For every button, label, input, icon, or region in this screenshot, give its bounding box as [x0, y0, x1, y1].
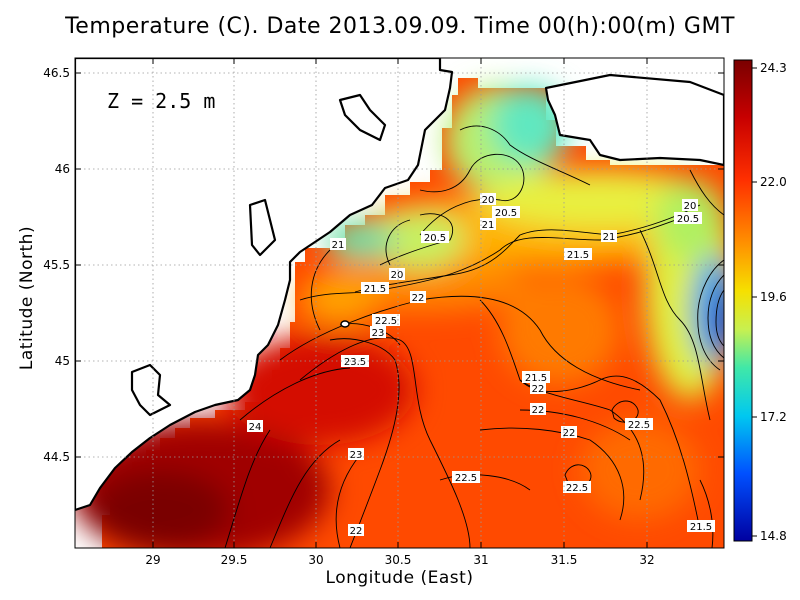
- contour-label: 23: [350, 450, 363, 461]
- axis-ticks: [75, 58, 724, 548]
- contour-label: 23: [372, 328, 385, 339]
- y-tick-label: 44.5: [43, 450, 70, 464]
- contour-label: 20: [684, 201, 697, 212]
- contour-label-bg: [674, 212, 702, 224]
- colorbar-label: 17.2: [760, 410, 787, 424]
- contour-label-bg: [361, 282, 389, 294]
- x-tick-labels: 29 29.5 30 30.5 31 31.5 32: [145, 553, 654, 567]
- y-axis-label: Latitude (North): [17, 225, 37, 371]
- contour-label: 22: [563, 428, 576, 439]
- x-tick-label: 29.5: [221, 553, 248, 567]
- contour-label: 22.5: [566, 483, 588, 494]
- contour-label: 22.5: [628, 420, 650, 431]
- contour-label-bg: [601, 230, 617, 242]
- contour-label-bg: [370, 326, 386, 338]
- contour-label: 23.5: [344, 357, 366, 368]
- contour-label-bg: [389, 268, 405, 280]
- contour-label: 22: [532, 405, 545, 416]
- y-tick-label: 45: [55, 354, 70, 368]
- contour-label: 21: [332, 240, 345, 251]
- map-title: Temperature (C). Date 2013.09.09. Time 0…: [65, 14, 735, 39]
- x-tick-label: 30.5: [385, 553, 412, 567]
- contour-label: 24: [249, 422, 262, 433]
- contour-label-bg: [564, 248, 592, 260]
- contour-label: 22: [350, 526, 363, 537]
- contour-label: 21.5: [525, 373, 547, 384]
- contour-label: 20: [482, 195, 495, 206]
- x-tick-label: 31.5: [551, 553, 578, 567]
- contour-label: 22: [532, 384, 545, 395]
- colorbar-label: 24.3: [760, 61, 787, 75]
- contour-label: 20.5: [677, 214, 699, 225]
- contour-label: 21.5: [567, 250, 589, 261]
- contour-label-bg: [348, 524, 364, 536]
- x-axis-label: Longitude (East): [325, 568, 474, 588]
- colorbar-label: 14.8: [760, 529, 787, 543]
- y-tick-label: 46: [55, 162, 70, 176]
- contour-label-bg: [530, 403, 546, 415]
- contour-label: 21: [603, 232, 616, 243]
- contour-label: 20: [391, 270, 404, 281]
- contour-label-bg: [563, 481, 591, 493]
- x-tick-label: 30: [308, 553, 323, 567]
- contour-label: 21.5: [364, 284, 386, 295]
- contour-label-bg: [522, 371, 550, 383]
- contour-label: 20.5: [424, 233, 446, 244]
- depth-label: Z = 2.5 m: [107, 89, 215, 113]
- colorbar: 24.3 22.0 19.6 17.2 14.8: [733, 59, 787, 543]
- contour-label: 22.5: [375, 316, 397, 327]
- x-tick-label: 29: [145, 553, 160, 567]
- contour-label-bg: [682, 199, 698, 211]
- coastline: [75, 58, 724, 512]
- y-tick-label: 45.5: [43, 258, 70, 272]
- contour-label: 20.5: [495, 208, 517, 219]
- contour-label: 21: [482, 220, 495, 231]
- y-tick-labels: 46.5 46 45.5 45 44.5: [43, 66, 70, 464]
- y-tick-label: 46.5: [43, 66, 70, 80]
- x-tick-label: 31: [473, 553, 488, 567]
- plot-frame: [74, 57, 725, 549]
- colorbar-label: 19.6: [760, 290, 787, 304]
- contour-label-bg: [530, 382, 546, 394]
- contour-labels: 2020.52120.5212121.52021.52222.52323.524…: [247, 193, 715, 537]
- contour-label-bg: [247, 420, 263, 432]
- x-tick-label: 32: [639, 553, 654, 567]
- contour-label-bg: [561, 426, 577, 438]
- contour-label-bg: [687, 520, 715, 532]
- contour-label-bg: [480, 193, 496, 205]
- contour-label: 22: [412, 293, 425, 304]
- grid-lines: [75, 58, 724, 548]
- contour-label-bg: [492, 206, 520, 218]
- island: [340, 320, 350, 328]
- contour-label-bg: [625, 418, 653, 430]
- contour-label-bg: [330, 238, 346, 250]
- contour-label-bg: [452, 471, 480, 483]
- contour-label: 21.5: [690, 522, 712, 533]
- contour-label: 22.5: [455, 473, 477, 484]
- sea-field: 2020.52120.5212121.52021.52222.52323.524…: [75, 58, 724, 548]
- contour-label-bg: [410, 291, 426, 303]
- colorbar-label: 22.0: [760, 175, 787, 189]
- contour-label-bg: [421, 231, 449, 243]
- contour-label-bg: [372, 314, 400, 326]
- contour-label-bg: [480, 218, 496, 230]
